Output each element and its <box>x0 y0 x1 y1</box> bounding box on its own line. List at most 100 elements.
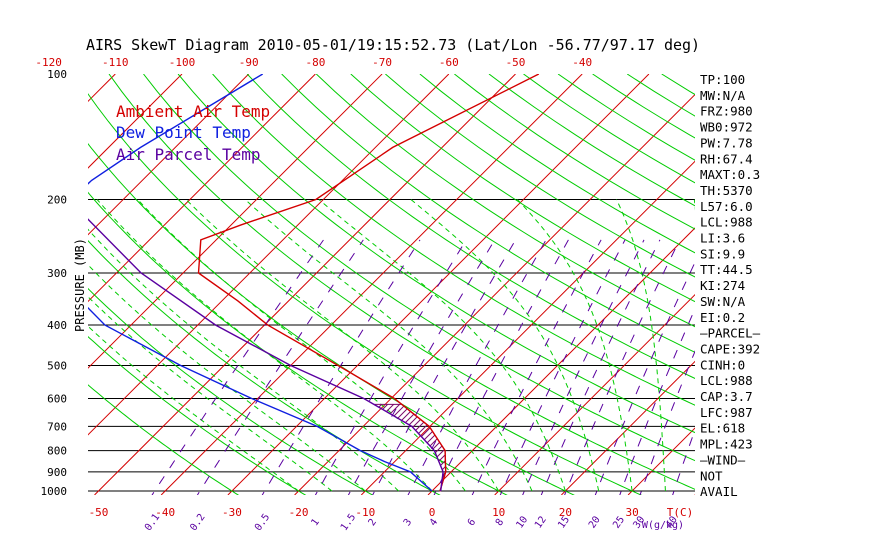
mixing-ratio-label: 1 <box>309 517 321 528</box>
isotherm-line <box>88 74 316 303</box>
dry-adiabat <box>523 74 695 184</box>
mixing-ratio-label: 8 <box>494 517 506 528</box>
sounding-index: SW:N/A <box>700 294 746 309</box>
pressure-tick-label: 200 <box>47 194 67 207</box>
moist-adiabat <box>88 228 399 492</box>
mixing-ratio-label: 0.2 <box>188 512 207 533</box>
sounding-index: TT:44.5 <box>700 262 753 277</box>
plot-area <box>0 74 870 500</box>
top-temp-tick: -60 <box>439 56 459 69</box>
y-axis-label: PRESSURE (MB) <box>73 238 87 332</box>
moist-adiabat <box>410 199 600 492</box>
dry-adiabat <box>212 74 695 406</box>
moist-adiabat <box>88 264 366 492</box>
sounding-index: MAXT:0.3 <box>700 167 760 182</box>
pressure-tick-label: 700 <box>47 420 67 433</box>
mixing-ratio-line <box>564 239 681 495</box>
mixing-ratio-line <box>540 239 661 495</box>
mixing-ratio-axis-label: W(g/kg) <box>642 520 684 531</box>
dry-adiabat <box>488 74 695 207</box>
sounding-index: CAPE:392 <box>700 341 760 356</box>
dry-adiabat <box>88 240 441 495</box>
legend-dewpoint: Dew Point Temp <box>116 123 251 142</box>
dry-adiabat <box>661 74 695 96</box>
isotherm-line <box>561 360 695 495</box>
chart-title: AIRS SkewT Diagram 2010-05-01/19:15:52.7… <box>86 36 700 54</box>
top-temp-tick: -110 <box>102 56 129 69</box>
dry-adiabat <box>350 74 695 303</box>
dry-adiabat <box>246 74 695 380</box>
pressure-tick-label: 400 <box>47 319 67 332</box>
bottom-temp-tick: -10 <box>355 506 375 519</box>
sounding-index: AVAIL <box>700 484 738 499</box>
sounding-index: NOT <box>700 468 723 483</box>
pressure-tick-label: 100 <box>47 68 67 81</box>
x-axis-label: T(C) <box>667 506 694 519</box>
mixing-ratio-line <box>372 239 517 495</box>
legend-ambient: Ambient Air Temp <box>116 102 270 121</box>
top-temp-tick: -40 <box>572 56 592 69</box>
moist-adiabat <box>244 199 533 492</box>
moist-adiabat-lines <box>88 199 695 492</box>
mixing-ratio-line <box>314 239 467 495</box>
moist-adiabat <box>137 199 466 492</box>
isotherm-line <box>88 74 383 369</box>
sounding-index: CINH:0 <box>700 357 745 372</box>
dry-adiabat <box>419 74 695 254</box>
mixing-ratio-line <box>594 261 695 495</box>
bottom-temp-tick: 30 <box>625 506 638 519</box>
top-temperature-axis: -120 -110 -100 -90 -80 -70 -60 -50 -40 <box>35 56 592 69</box>
mixing-ratio-line <box>639 350 695 495</box>
dry-adiabat <box>88 384 240 495</box>
top-temp-tick: -90 <box>239 56 259 69</box>
bottom-temp-tick: 20 <box>559 506 572 519</box>
sounding-index: WB0:972 <box>700 120 753 135</box>
isotherm-line <box>0 74 49 495</box>
dry-adiabat <box>800 74 870 500</box>
dry-adiabat <box>108 74 695 490</box>
mixing-ratio-line <box>619 307 695 495</box>
mixing-ratio-line <box>471 239 602 495</box>
dry-adiabat <box>177 74 695 434</box>
mixing-ratio-line <box>522 239 645 495</box>
mixing-ratio-line <box>196 239 364 495</box>
mixing-ratio-line <box>433 239 569 495</box>
pressure-tick-label: 1000 <box>41 485 68 498</box>
bottom-temp-tick: -20 <box>289 506 309 519</box>
moist-adiabat <box>318 199 566 492</box>
dry-adiabat <box>765 74 870 500</box>
sounding-index: TP:100 <box>700 72 745 87</box>
dry-adiabat <box>88 191 508 495</box>
moist-adiabat <box>516 199 633 492</box>
sounding-index: SI:9.9 <box>700 246 745 261</box>
sounding-index: LI:3.6 <box>700 231 745 246</box>
dry-adiabat <box>88 287 374 495</box>
bottom-temp-tick: -30 <box>222 506 242 519</box>
isotherm-line <box>88 74 450 436</box>
sounding-index: EI:0.2 <box>700 310 745 325</box>
dry-adiabat <box>315 74 695 328</box>
mixing-ratio-line <box>261 239 421 495</box>
dewpoint-line <box>88 74 433 492</box>
sounding-index: MPL:423 <box>700 437 753 452</box>
dry-adiabat <box>88 335 307 495</box>
sounding-index: LCL:988 <box>700 215 753 230</box>
ambient-temp-line <box>197 74 540 492</box>
isotherm-line <box>294 93 695 495</box>
sounding-index: LFC:987 <box>700 405 753 420</box>
mixing-ratio-line <box>151 239 324 495</box>
top-temp-tick: -70 <box>372 56 392 69</box>
top-temp-tick: -50 <box>506 56 526 69</box>
legend: Ambient Air Temp Dew Point Temp Air Parc… <box>116 102 270 164</box>
sounding-profiles <box>88 74 540 492</box>
mixing-ratio-label: 2 <box>367 517 379 528</box>
bottom-temp-tick: 0 <box>429 506 436 519</box>
pressure-tick-label: 600 <box>47 392 67 405</box>
bottom-temp-tick: -40 <box>155 506 175 519</box>
mixing-ratio-label: 0.5 <box>253 512 272 533</box>
sounding-index: L57:6.0 <box>700 199 753 214</box>
moist-adiabat <box>96 199 433 492</box>
top-temp-tick: -80 <box>305 56 325 69</box>
dry-adiabat <box>281 74 695 353</box>
pressure-axis: 100 200 300 400 500 600 700 800 900 1000 <box>41 68 68 498</box>
